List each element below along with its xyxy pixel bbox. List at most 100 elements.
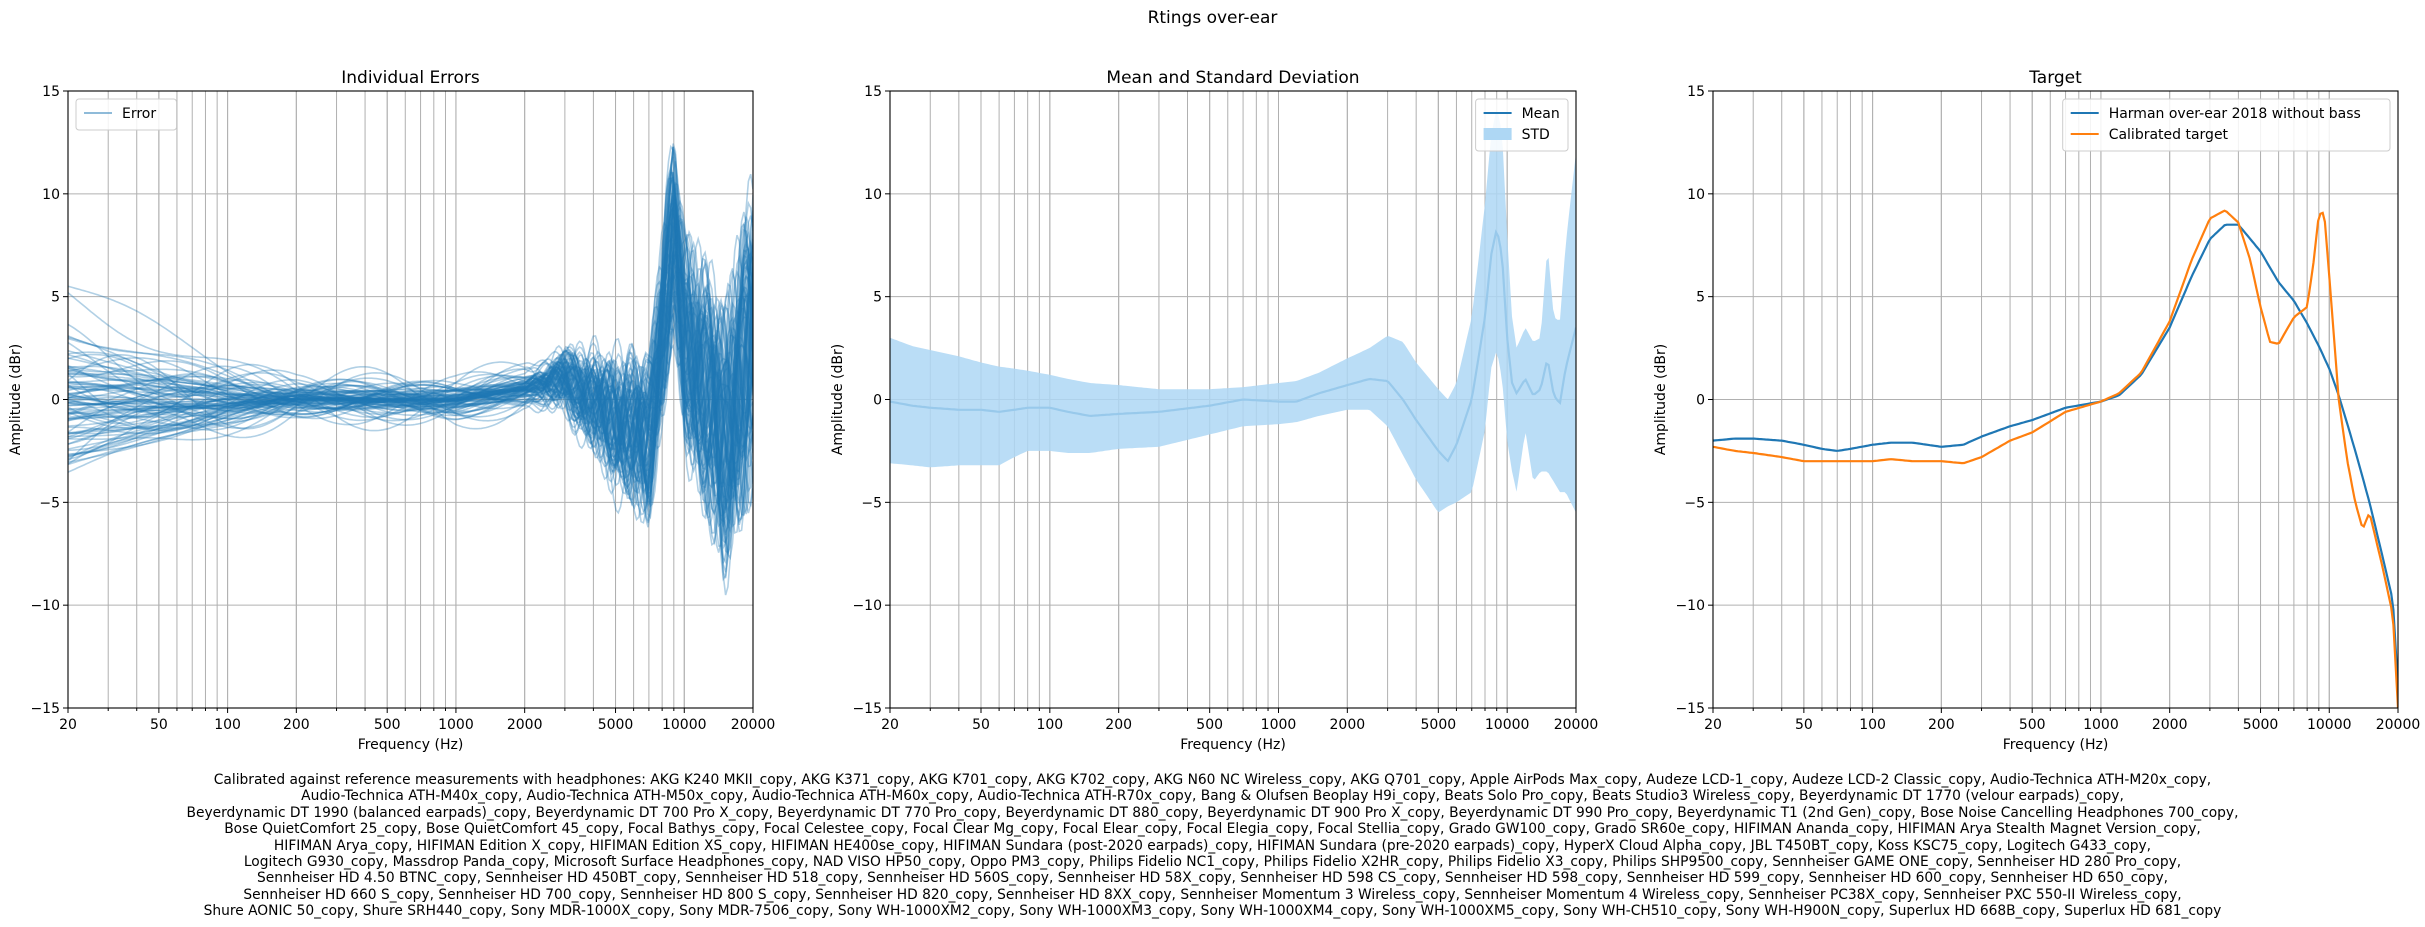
legend-label: STD [1522, 127, 1550, 143]
error-line [68, 185, 753, 482]
y-tick-label: 15 [864, 84, 882, 100]
x-tick-label: 20000 [2376, 717, 2421, 733]
y-tick-label: 10 [1687, 187, 1705, 203]
error-line [68, 183, 753, 503]
error-line [68, 250, 753, 452]
error-line [68, 172, 753, 565]
error-line [68, 221, 753, 513]
calibration-note: Calibrated against reference measurement… [0, 772, 2425, 920]
x-tick-label: 500 [374, 717, 401, 733]
error-line [68, 206, 753, 523]
x-tick-label: 5000 [1421, 717, 1457, 733]
x-axis [67, 708, 754, 713]
error-line [68, 146, 753, 561]
plot-area [68, 143, 753, 596]
error-line [68, 188, 753, 464]
x-tick-label: 1000 [2083, 717, 2119, 733]
y-tick-label: −10 [852, 598, 882, 614]
error-line [68, 170, 753, 550]
error-line [68, 200, 753, 528]
y-tick-label: −5 [861, 495, 882, 511]
x-tick-label: 20000 [1554, 717, 1599, 733]
x-tick-label: 200 [283, 717, 310, 733]
legend: Mean STD [1475, 98, 1569, 152]
error-line [68, 238, 753, 486]
error-line [68, 178, 753, 513]
y-tick-label: −5 [1684, 495, 1705, 511]
calibration-note-line: Bose QuietComfort 25_copy, Bose QuietCom… [224, 821, 2201, 838]
legend-label: Mean [1522, 106, 1560, 122]
y-tick-label: 10 [42, 187, 60, 203]
error-line [68, 203, 753, 486]
error-line [68, 271, 753, 459]
x-tick-label: 2000 [1330, 717, 1366, 733]
error-line [68, 264, 753, 468]
chart-panel: 20 50 100 200 500 1000 2000 5000 10000 20000−15−1… [1653, 68, 2420, 753]
y-tick-label: −10 [30, 598, 60, 614]
y-tick-label: 10 [864, 187, 882, 203]
x-tick-label: 100 [1859, 717, 1886, 733]
x-tick-label: 100 [214, 717, 241, 733]
x-tick-label: 20 [1704, 717, 1722, 733]
y-axis-label: Amplitude (dBr) [1653, 344, 1669, 455]
y-tick-label: 5 [1696, 290, 1705, 306]
error-line [68, 240, 753, 546]
y-tick-label: −5 [39, 495, 60, 511]
error-line [68, 251, 753, 473]
error-line [68, 263, 753, 506]
error-line [68, 221, 753, 553]
chart-panel: 20 50 100 200 500 1000 2000 5000 10000 20000−15−1… [8, 68, 775, 753]
panel-title: Individual Errors [341, 68, 480, 88]
y-axis-label: Amplitude (dBr) [8, 344, 24, 455]
error-line [68, 249, 753, 473]
error-line [68, 301, 753, 493]
error-line [68, 269, 753, 472]
error-line [68, 222, 753, 523]
error-line [68, 191, 753, 491]
error-line [68, 253, 753, 471]
x-axis-label: Frequency (Hz) [2003, 737, 2109, 753]
y-axis [1708, 90, 1713, 709]
y-tick-label: 15 [42, 84, 60, 100]
error-line [68, 176, 753, 535]
error-line [68, 234, 753, 519]
error-line [68, 195, 753, 529]
error-line [68, 161, 753, 528]
error-line [68, 211, 753, 517]
error-line [68, 199, 753, 526]
legend-box [2062, 98, 2391, 152]
x-tick-label: 5000 [598, 717, 634, 733]
x-tick-label: 1000 [438, 717, 474, 733]
y-tick-label: 0 [51, 393, 60, 409]
x-tick-label: 100 [1036, 717, 1063, 733]
error-line [68, 216, 753, 450]
x-tick-label: 500 [2019, 717, 2046, 733]
x-tick-label: 2000 [2152, 717, 2188, 733]
y-tick-label: 5 [873, 290, 882, 306]
legend: Error [75, 98, 177, 131]
error-line [68, 250, 753, 448]
error-line [68, 256, 753, 462]
error-line [68, 224, 753, 465]
error-line [68, 307, 753, 516]
error-line [68, 144, 753, 579]
y-axis [885, 90, 890, 709]
y-axis-label: Amplitude (dBr) [830, 344, 846, 455]
error-line [68, 172, 753, 535]
calibration-note-line: Sennheiser HD 660 S_copy, Sennheiser HD … [243, 886, 2182, 903]
calibration-note-line: Audio-Technica ATH-M40x_copy, Audio-Tech… [301, 788, 2124, 805]
error-line [68, 214, 753, 472]
error-line [68, 251, 753, 528]
error-line [68, 209, 753, 488]
std-band [890, 111, 1576, 513]
error-line [68, 223, 753, 466]
error-line [68, 237, 753, 517]
error-line [68, 251, 753, 459]
error-line [68, 271, 753, 471]
error-line [68, 238, 753, 481]
y-tick-label: −10 [1675, 598, 1705, 614]
error-line [68, 232, 753, 503]
error-line [68, 243, 753, 485]
y-tick-label: 0 [1696, 393, 1705, 409]
panel-title: Target [2028, 68, 2082, 88]
